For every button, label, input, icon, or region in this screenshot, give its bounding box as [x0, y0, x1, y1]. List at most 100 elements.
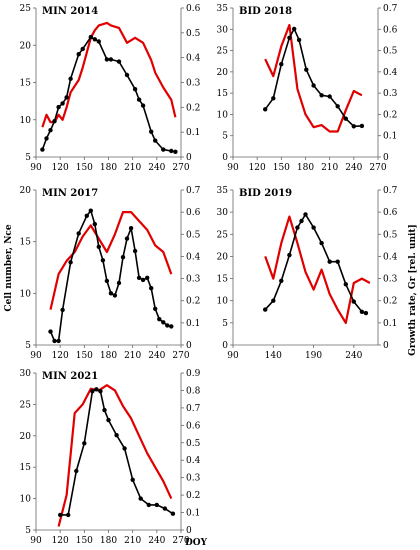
cell-number-point — [287, 252, 292, 258]
y-left-tick-label: 20 — [20, 186, 32, 196]
cell-number-point — [173, 149, 178, 154]
cell-number-point — [138, 496, 143, 501]
cell-number-point — [335, 259, 340, 264]
cell-number-point — [96, 244, 102, 249]
y-left-tick-label: 15 — [217, 275, 229, 285]
cell-number-point — [271, 96, 276, 101]
y-right-tick-label: 0.7 — [383, 4, 398, 14]
y-left-tick-label: 10 — [20, 495, 32, 505]
cell-number-point — [153, 138, 158, 143]
y-left-tick-label: 5 — [25, 526, 31, 536]
cell-number-point — [170, 511, 176, 516]
y-left-tick-label: 10 — [217, 110, 229, 120]
cell-number-point — [116, 59, 122, 64]
cell-number-point — [66, 512, 71, 518]
cell-number-point — [343, 282, 348, 287]
x-tick-label: 150 — [76, 351, 93, 361]
x-tick-label: 150 — [76, 163, 93, 173]
y-right-tick-label: 0.2 — [186, 491, 200, 501]
cell-number-point — [351, 124, 356, 129]
y-left-tick-label: 15 — [20, 463, 32, 473]
growth-rate-line — [49, 211, 173, 310]
cell-number-point — [108, 291, 114, 296]
cell-number-point — [52, 119, 57, 124]
y-left-tick-label: 5 — [222, 319, 228, 329]
x-tick-label: 120 — [52, 536, 69, 546]
x-tick-label: 90 — [30, 351, 42, 361]
x-tick-label: 180 — [297, 163, 314, 173]
panel-title: BID 2018 — [239, 6, 292, 17]
cell-number-point — [303, 212, 308, 217]
cell-number-line — [41, 36, 176, 153]
cell-number-point — [48, 329, 53, 334]
cell-number-point — [80, 46, 85, 52]
cell-number-point — [149, 129, 154, 134]
cell-number-point — [279, 278, 284, 283]
cell-number-point — [146, 502, 151, 508]
y-left-tick-label: 0 — [222, 153, 228, 163]
panel-bid-2019: BID 2019 90 140 190 240 0 5 10 15 20 25 30 35 0 0.1 0.2… — [217, 186, 398, 361]
x-tick-label: 270 — [369, 163, 386, 173]
growth-rate-line — [57, 384, 173, 527]
cell-number-point — [88, 208, 94, 213]
cell-number-point — [311, 83, 316, 88]
x-tick-label: 120 — [52, 351, 69, 361]
y-right-tick-label: 0.4 — [383, 252, 398, 262]
cell-number-point — [44, 136, 49, 141]
y-right-tick-label: 0 — [383, 153, 389, 163]
y-right-tick-label: 0.1 — [186, 319, 200, 329]
cell-number-point — [311, 225, 316, 230]
y-right-tick-label: 0.8 — [186, 386, 201, 396]
y-right-tick-label: 0.5 — [186, 29, 201, 39]
cell-number-point — [165, 323, 170, 328]
y-right-tick-label: 0.1 — [186, 128, 200, 138]
x-tick-label: 240 — [148, 163, 165, 173]
cell-number-point — [359, 123, 365, 129]
x-tick-label: 210 — [124, 163, 141, 173]
y-left-tick-label: 35 — [217, 4, 229, 14]
y-right-tick-label: 0.1 — [186, 509, 200, 519]
y-left-tick-label: 15 — [20, 79, 32, 89]
cell-number-point — [40, 147, 45, 152]
x-tick-label: 180 — [100, 163, 117, 173]
x-tick-label: 90 — [30, 163, 42, 173]
y-right-tick-label: 0.3 — [186, 474, 201, 484]
cell-number-point — [299, 218, 304, 224]
y-right-tick-label: 0.2 — [383, 110, 397, 120]
cell-number-point — [327, 94, 332, 99]
y-right-tick-label: 0.1 — [383, 319, 397, 329]
cell-number-point — [92, 37, 98, 42]
cell-number-point — [64, 95, 69, 100]
y-left-tick-label: 20 — [20, 432, 32, 442]
y-left-tick-label: 0 — [222, 341, 228, 351]
y-right-tick-label: 0.3 — [186, 79, 201, 89]
y-left-tick-label: 20 — [217, 252, 229, 262]
y-right-tick-label: 0 — [383, 341, 389, 351]
cell-number-point — [169, 148, 174, 154]
cell-number-point — [76, 231, 81, 236]
x-tick-label: 240 — [345, 163, 362, 173]
y-left-tick-label: 25 — [217, 230, 229, 240]
cell-number-point — [92, 221, 98, 227]
y-right-tick-label: 0.7 — [186, 186, 201, 196]
cell-number-point — [68, 260, 73, 265]
cell-number-point — [161, 320, 166, 325]
cell-number-point — [319, 93, 324, 98]
x-tick-label: 270 — [172, 536, 189, 546]
cell-number-point — [112, 293, 118, 298]
x-tick-label: 140 — [265, 351, 282, 361]
cell-number-point — [271, 298, 276, 303]
y-left-tick-label: 25 — [217, 47, 229, 57]
panel-title: BID 2019 — [239, 188, 292, 199]
y-left-tick-label: 15 — [20, 238, 32, 248]
cell-number-point — [116, 280, 122, 286]
cell-number-point — [157, 317, 162, 322]
cell-number-point — [90, 389, 95, 394]
y-left-tick-label: 5 — [25, 153, 31, 163]
panel-min-2014: MIN 2014 90 120 150 180 210 240 270 5 10 15 20 25 0 0.… — [20, 4, 201, 173]
y-right-tick-label: 0.5 — [186, 230, 201, 240]
cell-number-point — [94, 387, 99, 392]
cell-number-line — [60, 388, 174, 516]
panel-title: MIN 2021 — [42, 371, 98, 382]
y-right-tick-label: 0.1 — [383, 132, 397, 142]
